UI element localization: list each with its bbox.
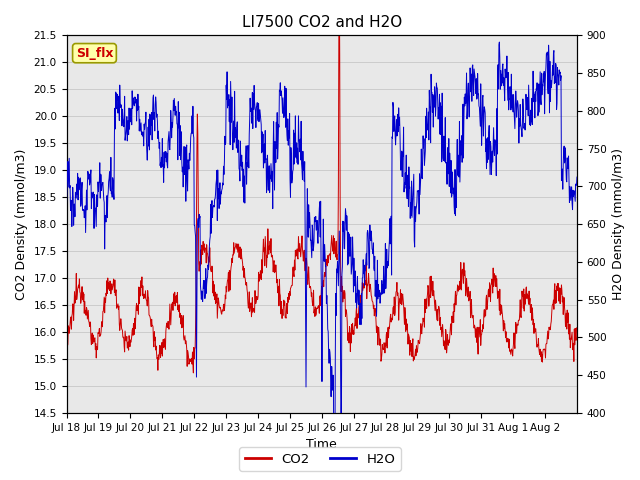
- Y-axis label: CO2 Density (mmol/m3): CO2 Density (mmol/m3): [15, 148, 28, 300]
- Legend: CO2, H2O: CO2, H2O: [239, 447, 401, 471]
- Y-axis label: H2O Density (mmol/m3): H2O Density (mmol/m3): [612, 148, 625, 300]
- Title: LI7500 CO2 and H2O: LI7500 CO2 and H2O: [242, 15, 402, 30]
- Text: SI_flx: SI_flx: [76, 47, 113, 60]
- X-axis label: Time: Time: [307, 438, 337, 451]
